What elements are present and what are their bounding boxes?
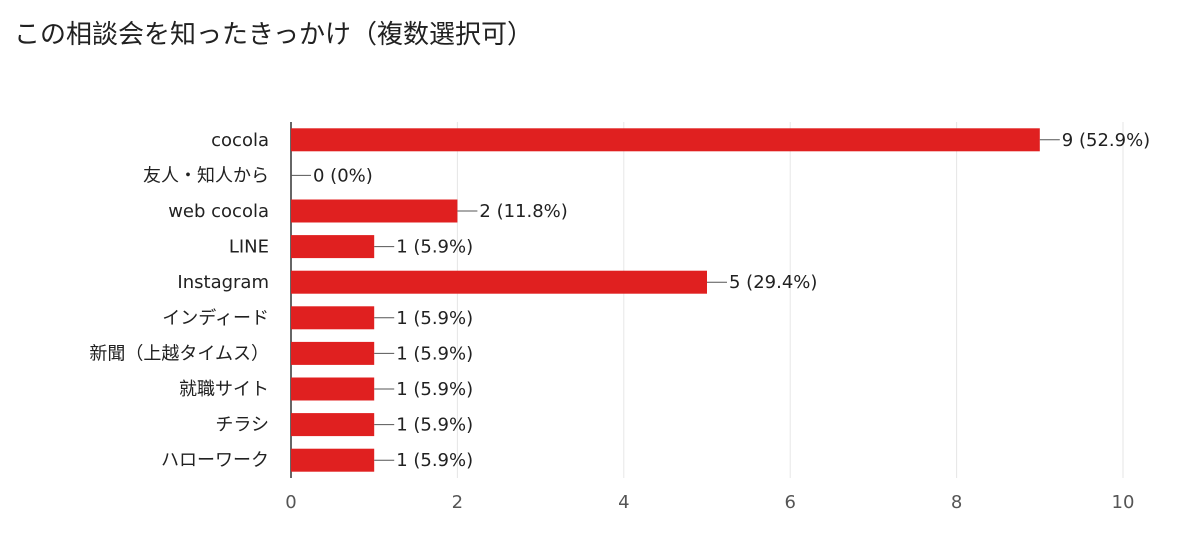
data-label: 1 (5.9%) [396,379,473,400]
category-label: 友人・知人から [143,165,269,186]
data-label: 1 (5.9%) [396,343,473,364]
bar [291,413,375,437]
labels: 0 2 4 6 8 10 cocola 9 (52.9%) 友人・知人から 0 (0%) web c… [89,130,1150,513]
bar [291,270,707,294]
chart-title: この相談会を知ったきっかけ（複数選択可） [14,20,533,50]
x-tick-label-0: 0 [285,492,296,513]
data-label: 1 (5.9%) [396,308,473,329]
bar [291,341,375,365]
data-label: 1 (5.9%) [396,415,473,436]
x-tick-label-6: 6 [784,492,795,513]
data-label: 2 (11.8%) [479,201,567,222]
category-label: インディード [162,308,269,329]
bars [291,128,1040,472]
category-label: Instagram [177,272,269,293]
data-label: 0 (0%) [313,165,373,186]
data-label: 9 (52.9%) [1062,130,1150,151]
data-label: 1 (5.9%) [396,450,473,471]
category-label: ハローワーク [161,450,269,471]
category-label: 就職サイト [179,379,269,400]
data-label: 5 (29.4%) [729,272,817,293]
bar [291,199,458,223]
x-tick-label-2: 2 [452,492,463,513]
x-tick-label-4: 4 [618,492,629,513]
category-label: LINE [229,237,269,258]
x-tick-label-8: 8 [951,492,962,513]
data-label: 1 (5.9%) [396,237,473,258]
category-label: 新聞（上越タイムス） [89,343,269,364]
category-label: web cocola [168,201,269,222]
bar [291,306,375,330]
x-tick-label-10: 10 [1112,492,1135,513]
bar [291,128,1040,152]
category-label: チラシ [215,415,269,436]
bar [291,235,375,259]
bar [291,377,375,401]
category-label: cocola [211,130,269,151]
bar [291,448,375,472]
